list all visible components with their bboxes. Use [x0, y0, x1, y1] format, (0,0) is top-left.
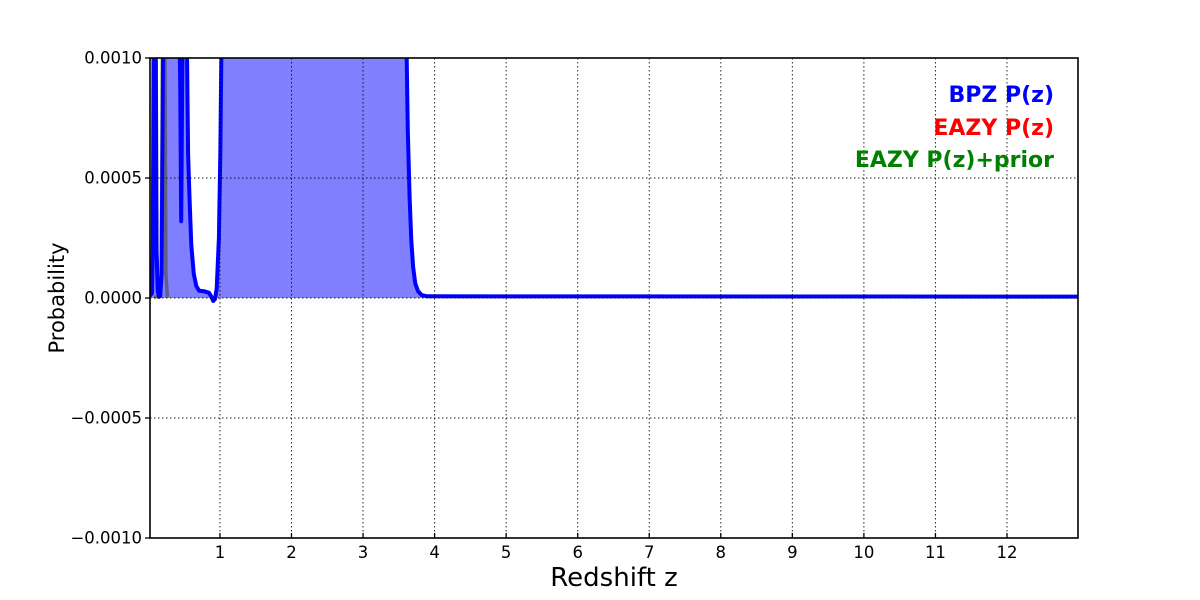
x-tick-label: 3 [358, 543, 369, 562]
legend-entry-eazy-prior: EAZY P(z)+prior [854, 148, 1054, 173]
gridlines [150, 58, 1078, 538]
y-tick-label: −0.0005 [70, 409, 142, 428]
x-tick-label: 6 [572, 543, 583, 562]
legend-entry-bpz: BPZ P(z) [948, 83, 1054, 108]
y-tick-label: 0.0010 [84, 49, 142, 68]
tick-marks [145, 57, 1008, 539]
bpz-curve [150, 58, 1078, 303]
x-tick-label: 1 [215, 543, 226, 562]
y-tick-label: −0.0010 [70, 529, 142, 548]
x-tick-label: 10 [853, 543, 874, 562]
x-tick-labels: 1 2 3 4 5 6 7 8 9 10 11 12 [215, 543, 1018, 562]
y-tick-label: 0.0005 [84, 169, 142, 188]
x-tick-label: 4 [429, 543, 440, 562]
bpz-fill [150, 58, 1078, 301]
x-tick-label: 9 [787, 543, 798, 562]
curves [150, 58, 1078, 303]
x-tick-label: 12 [997, 543, 1018, 562]
x-tick-label: 11 [925, 543, 946, 562]
x-axis-label: Redshift z [550, 563, 678, 593]
x-tick-label: 7 [644, 543, 655, 562]
legend: BPZ P(z) EAZY P(z) EAZY P(z)+prior [855, 80, 1054, 178]
x-tick-label: 8 [716, 543, 727, 562]
legend-entry-eazy: EAZY P(z) [933, 115, 1054, 141]
y-tick-labels: −0.0010 −0.0005 0.0000 0.0005 0.0010 [70, 49, 142, 548]
y-tick-label: 0.0000 [84, 289, 142, 308]
x-tick-label: 2 [286, 543, 297, 562]
x-tick-label: 5 [501, 543, 512, 562]
y-axis-label: Probability [45, 242, 69, 354]
